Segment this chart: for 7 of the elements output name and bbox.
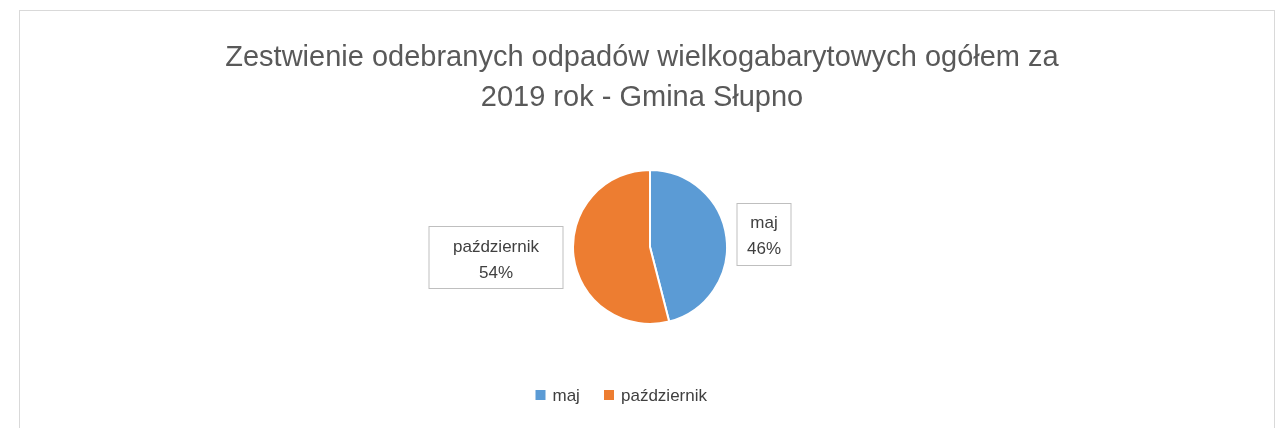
data-label: 46% bbox=[746, 239, 782, 259]
chart-title: Zestwienie odebranych odpadów wielkogabarytowych ogółem za 2019 rok - Gmina Słupno bbox=[225, 40, 1060, 112]
slice-label: październik bbox=[453, 236, 540, 256]
data-label: 54% bbox=[478, 262, 514, 282]
slice-label: maj bbox=[750, 213, 778, 233]
legend-label: maj bbox=[552, 386, 580, 405]
legend-label: październik bbox=[621, 386, 708, 405]
